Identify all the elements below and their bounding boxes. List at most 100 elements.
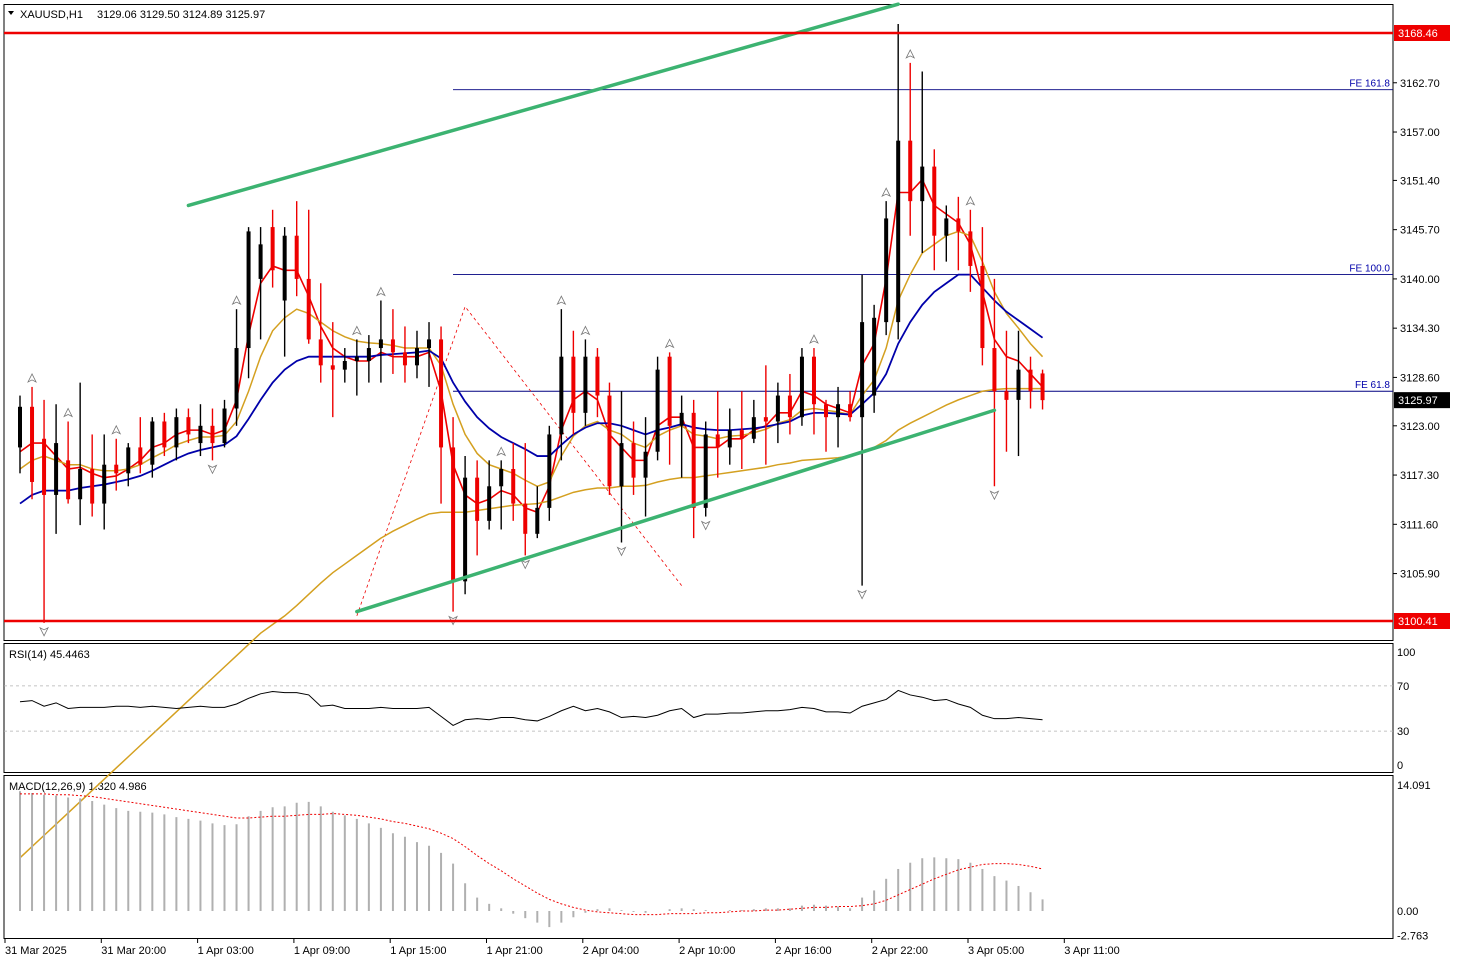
fractal-up-icon <box>905 49 916 59</box>
candle <box>595 348 600 418</box>
fibo-level-label: FE 61.8 <box>1355 380 1390 391</box>
candle <box>439 326 444 504</box>
candle <box>451 417 456 612</box>
candle-body <box>559 356 564 435</box>
candle <box>607 382 612 495</box>
candle-body <box>655 369 660 452</box>
candle <box>631 421 636 495</box>
candle-body <box>968 231 973 266</box>
price-tick-label: 3105.90 <box>1400 569 1440 581</box>
rsi-pane[interactable] <box>3 643 1394 773</box>
candle <box>499 460 504 530</box>
candle-body <box>342 361 347 370</box>
candle-body <box>980 265 985 349</box>
price-tick-label: 3123.00 <box>1400 421 1440 433</box>
candle <box>691 399 696 539</box>
candle-body <box>848 404 853 418</box>
candle <box>222 399 227 448</box>
candle <box>571 330 576 435</box>
candle <box>655 356 660 461</box>
candle-body <box>487 486 492 521</box>
main-pane[interactable] <box>3 4 1394 641</box>
macd-pane[interactable] <box>3 775 1394 939</box>
candle <box>547 425 552 521</box>
candle <box>318 283 323 383</box>
chart-ohlc: 3129.06 3129.50 3124.89 3125.97 <box>97 9 265 21</box>
candle-body <box>330 365 335 370</box>
candle-body <box>1004 391 1009 400</box>
candle-body <box>956 218 961 232</box>
candle-body <box>475 477 480 521</box>
candle-body <box>703 434 708 508</box>
price-tag-box <box>1394 613 1450 629</box>
price-tick-label: 3162.70 <box>1400 78 1440 90</box>
price-tick-label: 3111.60 <box>1400 519 1438 531</box>
time-tick-label: 1 Apr 21:00 <box>487 945 543 957</box>
candle <box>583 339 588 426</box>
price-tick-label: 3151.40 <box>1400 175 1440 187</box>
candle <box>414 330 419 379</box>
rsi-tick-label: 0 <box>1397 760 1403 772</box>
candle <box>763 365 768 465</box>
candle <box>126 443 131 487</box>
symbol-dropdown-icon[interactable] <box>8 11 14 15</box>
time-axis[interactable]: 31 Mar 2025 31 Mar 20:00 1 Apr 03:00 1 Apr … <box>4 939 1120 957</box>
candle <box>354 339 359 396</box>
time-tick-label: 2 Apr 22:00 <box>872 945 928 957</box>
candle-body <box>258 244 263 279</box>
candle <box>956 196 961 271</box>
time-tick-label: 1 Apr 09:00 <box>294 945 350 957</box>
rsi-tick-label: 30 <box>1397 726 1409 738</box>
channel-trendline[interactable] <box>186 2 900 208</box>
candle-body <box>739 430 744 439</box>
candle-body <box>799 356 804 418</box>
candle <box>198 404 203 457</box>
fractal-up-icon <box>27 373 37 383</box>
horizontal-levels[interactable] <box>4 31 1393 623</box>
candle-body <box>378 339 383 349</box>
fractal-up-icon <box>965 195 976 206</box>
macd-indicator: 14.091 0.00 -2.763 <box>19 780 1431 943</box>
fractal-up-icon <box>111 424 122 435</box>
candle <box>210 408 215 461</box>
candle-body <box>583 356 588 413</box>
candle-body <box>511 469 516 504</box>
candle <box>54 404 59 534</box>
candle <box>30 386 35 500</box>
candle-body <box>763 417 768 422</box>
candle <box>896 24 901 340</box>
price-channel[interactable] <box>186 2 997 614</box>
candle-body <box>727 430 732 448</box>
candle-body <box>18 406 22 448</box>
candle-body <box>547 434 552 508</box>
candle-body <box>824 404 829 418</box>
channel-trendline[interactable] <box>355 408 997 614</box>
candle <box>751 399 756 444</box>
price-tags: 3168.46 3125.97 3100.41 <box>1394 25 1450 629</box>
candle-body <box>222 408 227 444</box>
price-axis[interactable]: 3162.70 3157.00 3151.40 3145.70 3140.00 3134.… <box>1393 78 1440 581</box>
price-tag-label: 3168.46 <box>1398 28 1438 40</box>
time-tick-label: 2 Apr 16:00 <box>775 945 831 957</box>
candle-body <box>811 356 816 405</box>
candle-body <box>571 356 576 413</box>
candle-body <box>54 443 59 495</box>
candle <box>908 62 913 236</box>
candle <box>366 335 371 383</box>
candle-body <box>210 425 215 444</box>
candle-body <box>150 421 155 465</box>
fractal-down-icon <box>700 520 711 531</box>
candle-body <box>414 348 419 366</box>
time-tick-label: 2 Apr 10:00 <box>679 945 735 957</box>
candle-body <box>631 443 636 478</box>
candle <box>270 209 275 288</box>
candle-body <box>42 438 47 495</box>
candle-body <box>126 447 131 474</box>
candle <box>258 227 263 340</box>
candle-body <box>1016 369 1021 400</box>
candle-body <box>619 443 624 487</box>
fractal-down-icon <box>39 626 49 637</box>
candle-body <box>499 469 504 487</box>
macd-title: MACD(12,26,9) 1.320 4.986 <box>9 781 147 793</box>
